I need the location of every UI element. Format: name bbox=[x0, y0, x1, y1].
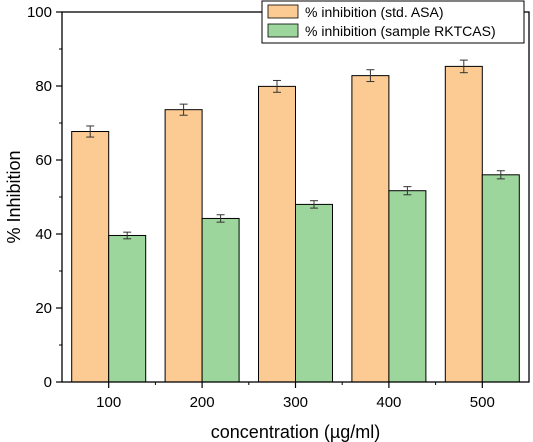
x-tick-label: 500 bbox=[470, 394, 495, 411]
legend-swatch-sample-rktcas bbox=[267, 23, 299, 38]
bar-std-asa-400 bbox=[351, 75, 390, 383]
y-tick-label: 60 bbox=[35, 152, 52, 169]
y-tick-label: 40 bbox=[35, 226, 52, 243]
bar-sample-rktcas-400 bbox=[388, 190, 427, 383]
bar-sample-rktcas-500 bbox=[481, 174, 520, 383]
bar-std-asa-300 bbox=[258, 85, 296, 383]
legend-swatch-std-asa bbox=[267, 4, 299, 19]
legend: % inhibition (std. ASA) % inhibition (sa… bbox=[261, 0, 525, 44]
bar-sample-rktcas-100 bbox=[108, 234, 147, 383]
y-axis-title: % Inhibition bbox=[4, 150, 24, 243]
bar-std-asa-100 bbox=[71, 131, 110, 383]
bar-std-asa-500 bbox=[444, 65, 483, 383]
y-tick-label: 0 bbox=[44, 374, 52, 391]
bar-sample-rktcas-300 bbox=[295, 203, 333, 383]
y-tick-label: 80 bbox=[35, 78, 52, 95]
y-tick-label: 20 bbox=[35, 300, 52, 317]
x-tick-label: 200 bbox=[190, 394, 215, 411]
axis-layer: 0 20 40 60 80 100 100 200 300 400 500 bbox=[27, 4, 495, 411]
x-axis-title: concentration (µg/ml) bbox=[211, 422, 380, 442]
legend-box bbox=[261, 0, 525, 44]
x-tick-label: 300 bbox=[283, 394, 308, 411]
x-tick-label: 100 bbox=[96, 394, 121, 411]
y-tick-label: 100 bbox=[27, 4, 52, 21]
bar-sample-rktcas-200 bbox=[201, 217, 240, 383]
bars-layer bbox=[71, 59, 520, 383]
bar-std-asa-200 bbox=[164, 109, 203, 383]
legend-label-sample-rktcas: % inhibition (sample RKTCAS) bbox=[305, 23, 496, 39]
x-tick-label: 400 bbox=[376, 394, 401, 411]
legend-label-std-asa: % inhibition (std. ASA) bbox=[305, 4, 444, 20]
